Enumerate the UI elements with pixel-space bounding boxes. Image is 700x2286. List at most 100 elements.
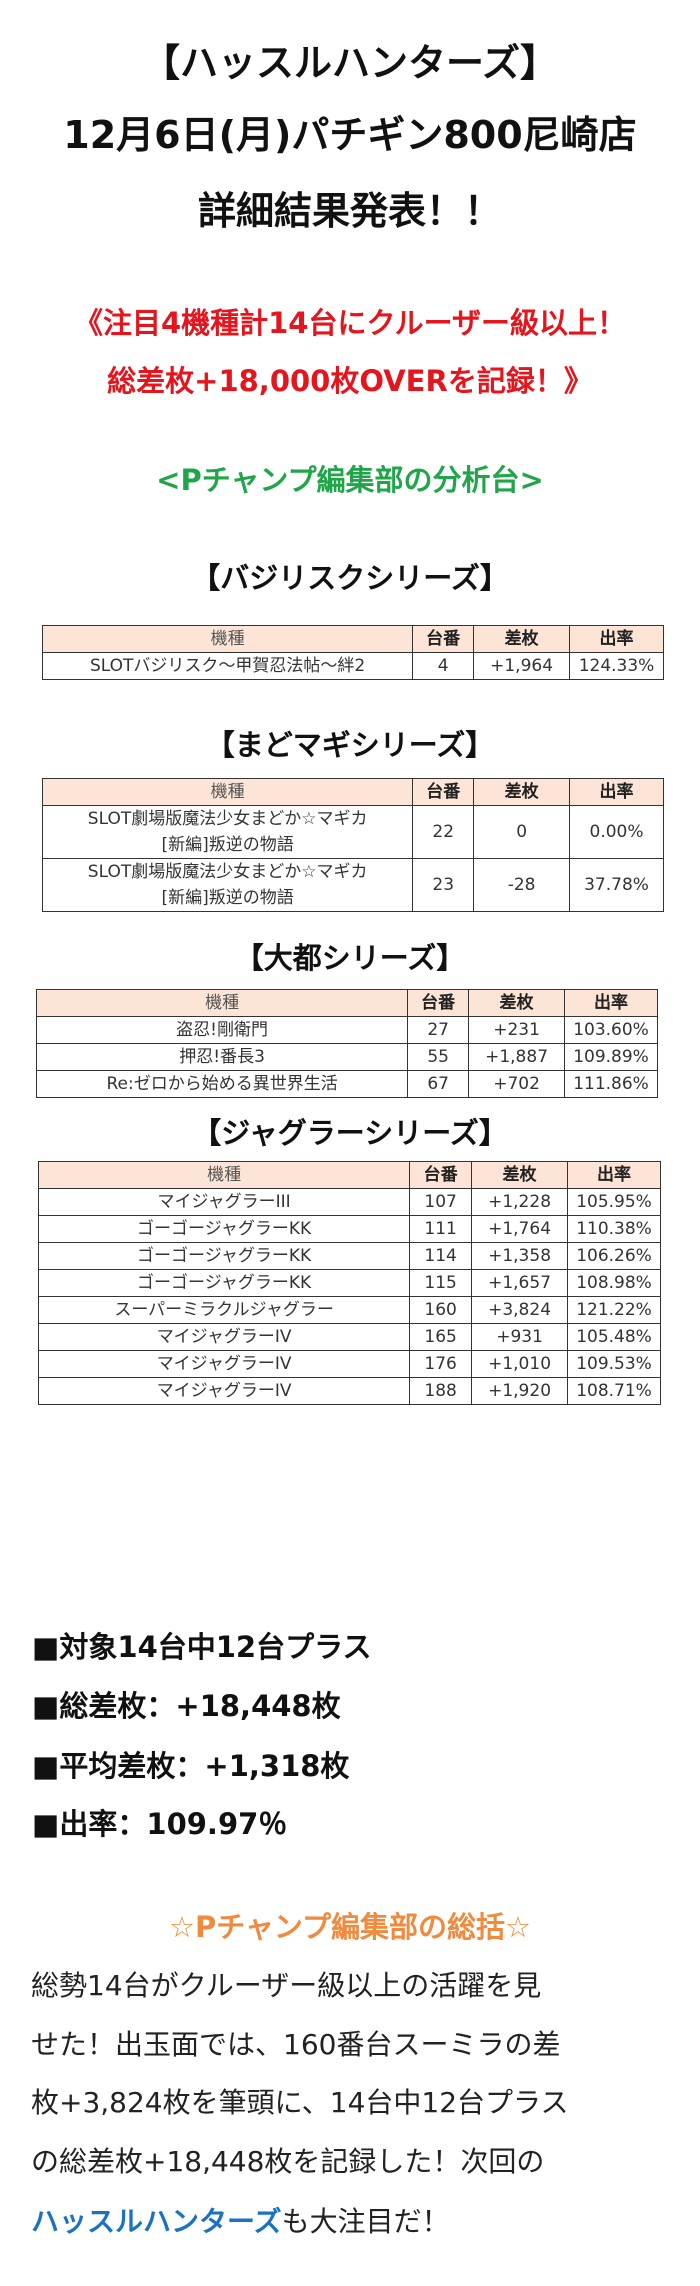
cell-rate: 121.22% xyxy=(567,1296,661,1324)
section-title-juggler: 【ジャグラーシリーズ】 xyxy=(192,1116,508,1150)
cell-number: 111 xyxy=(409,1215,473,1243)
title-line-1: 【ハッスルハンターズ】 xyxy=(141,41,559,85)
subheading: <Pチャンプ編集部の分析台> xyxy=(156,463,544,497)
cell-number: 160 xyxy=(409,1296,473,1324)
cell-rate: 109.89% xyxy=(564,1043,658,1071)
col-machine: 機種 xyxy=(37,1161,411,1189)
col-machine: 機種 xyxy=(35,989,409,1017)
table-madomagi: 機種 台番 差枚 出率 SLOT劇場版魔法少女まどか☆マギカ [新編]叛逆の物語 … xyxy=(41,778,664,912)
cell-diff: +231 xyxy=(468,1016,566,1044)
table-header: 機種 台番 差枚 出率 xyxy=(41,778,664,806)
cell-diff: +1,657 xyxy=(471,1269,569,1297)
col-rate: 出率 xyxy=(567,1161,661,1189)
table-row: スーパーミラクルジャグラー 160 +3,824 121.22% xyxy=(37,1296,661,1324)
cell-machine: SLOT劇場版魔法少女まどか☆マギカ [新編]叛逆の物語 xyxy=(41,858,414,912)
table-row: 盗忍!剛衛門 27 +231 103.60% xyxy=(35,1016,658,1044)
cell-diff: +1,920 xyxy=(471,1377,569,1405)
col-diff: 差枚 xyxy=(473,778,571,806)
cell-machine: マイジャグラーIV xyxy=(37,1323,411,1351)
cell-machine: 盗忍!剛衛門 xyxy=(35,1016,409,1044)
machine-line-2: [新編]叛逆の物語 xyxy=(161,835,294,855)
cell-machine: ゴーゴージャグラーKK xyxy=(37,1215,411,1243)
table-row: マイジャグラーIV 176 +1,010 109.53% xyxy=(37,1350,661,1378)
cell-diff: +1,010 xyxy=(471,1350,569,1378)
table-row: マイジャグラーIV 165 +931 105.48% xyxy=(37,1323,661,1351)
summary-count: ■対象14台中12台プラス xyxy=(32,1630,372,1664)
cell-machine: マイジャグラーIV xyxy=(37,1350,411,1378)
table-row: ゴーゴージャグラーKK 111 +1,764 110.38% xyxy=(37,1215,661,1243)
cell-machine: マイジャグラーIII xyxy=(37,1188,411,1216)
cell-number: 27 xyxy=(407,1016,470,1044)
cell-rate: 0.00% xyxy=(569,805,664,859)
summary-average-diff: ■平均差枚：+1,318枚 xyxy=(32,1749,350,1783)
cell-number: 67 xyxy=(407,1070,470,1098)
cell-machine: マイジャグラーIV xyxy=(37,1377,411,1405)
table-row: ゴーゴージャグラーKK 115 +1,657 108.98% xyxy=(37,1269,661,1297)
cell-machine: 押忍!番長3 xyxy=(35,1043,409,1071)
section-title-daito: 【大都シリーズ】 xyxy=(234,941,466,975)
title-line-3: 詳細結果発表！！ xyxy=(197,189,502,233)
cell-diff: 0 xyxy=(473,805,571,859)
review-line-1: 総勢14台がクルーザー級以上の活躍を見 xyxy=(31,1969,542,2002)
cell-rate: 124.33% xyxy=(569,652,664,680)
col-number: 台番 xyxy=(412,625,475,653)
summary-rate: ■出率：109.97％ xyxy=(32,1807,288,1841)
cell-number: 22 xyxy=(412,805,475,859)
col-diff: 差枚 xyxy=(473,625,571,653)
table-row: SLOT劇場版魔法少女まどか☆マギカ [新編]叛逆の物語 23 -28 37.78… xyxy=(41,858,664,912)
cell-machine: スーパーミラクルジャグラー xyxy=(37,1296,411,1324)
table-row: マイジャグラーIV 188 +1,920 108.71% xyxy=(37,1377,661,1405)
cell-machine: ゴーゴージャグラーKK xyxy=(37,1242,411,1270)
col-diff: 差枚 xyxy=(471,1161,569,1189)
cell-diff: +702 xyxy=(468,1070,566,1098)
cell-rate: 103.60% xyxy=(564,1016,658,1044)
cell-rate: 105.95% xyxy=(567,1188,661,1216)
cell-diff: +1,887 xyxy=(468,1043,566,1071)
cell-diff: +1,764 xyxy=(471,1215,569,1243)
cell-diff: +1,964 xyxy=(473,652,571,680)
cell-diff: +1,358 xyxy=(471,1242,569,1270)
section-title-basilisk: 【バジリスクシリーズ】 xyxy=(191,561,509,595)
cell-machine: Re:ゼロから始める異世界生活 xyxy=(35,1070,409,1098)
col-rate: 出率 xyxy=(564,989,658,1017)
table-row: 押忍!番長3 55 +1,887 109.89% xyxy=(35,1043,658,1071)
cell-diff: +931 xyxy=(471,1323,569,1351)
cell-machine: SLOTバジリスク～甲賀忍法帖～絆2 xyxy=(41,652,414,680)
cell-number: 4 xyxy=(412,652,475,680)
col-diff: 差枚 xyxy=(468,989,566,1017)
table-row: Re:ゼロから始める異世界生活 67 +702 111.86% xyxy=(35,1070,658,1098)
title-line-2: 12月6日(月)パチギン800尼崎店 xyxy=(63,113,637,157)
cell-rate: 37.78% xyxy=(569,858,664,912)
table-row: ゴーゴージャグラーKK 114 +1,358 106.26% xyxy=(37,1242,661,1270)
cell-rate: 106.26% xyxy=(567,1242,661,1270)
table-basilisk: 機種 台番 差枚 出率 SLOTバジリスク～甲賀忍法帖～絆2 4 +1,964 … xyxy=(41,625,664,680)
cell-machine: SLOT劇場版魔法少女まどか☆マギカ [新編]叛逆の物語 xyxy=(41,805,414,859)
table-row: マイジャグラーIII 107 +1,228 105.95% xyxy=(37,1188,661,1216)
table-header: 機種 台番 差枚 出率 xyxy=(41,625,664,653)
table-header: 機種 台番 差枚 出率 xyxy=(35,989,658,1017)
cell-number: 23 xyxy=(412,858,475,912)
summary-total-diff: ■総差枚：+18,448枚 xyxy=(32,1689,341,1723)
machine-line-2: [新編]叛逆の物語 xyxy=(161,888,294,908)
review-line-2: せた！出玉面では、160番台スーミラの差 xyxy=(31,2028,561,2061)
cell-diff: +1,228 xyxy=(471,1188,569,1216)
table-row: SLOTバジリスク～甲賀忍法帖～絆2 4 +1,964 124.33% xyxy=(41,652,664,680)
cell-rate: 111.86% xyxy=(564,1070,658,1098)
section-title-madomagi: 【まどマギシリーズ】 xyxy=(205,728,495,762)
cell-number: 107 xyxy=(409,1188,473,1216)
headline-line-2: 総差枚+18,000枚OVERを記録！》 xyxy=(107,364,593,398)
cell-number: 115 xyxy=(409,1269,473,1297)
col-machine: 機種 xyxy=(41,625,414,653)
table-juggler: 機種 台番 差枚 出率 マイジャグラーIII 107 +1,228 105.95% ゴー… xyxy=(37,1161,661,1405)
review-line-5-rest: も大注目だ！ xyxy=(281,2205,450,2238)
cell-rate: 109.53% xyxy=(567,1350,661,1378)
cell-diff: -28 xyxy=(473,858,571,912)
cell-number: 55 xyxy=(407,1043,470,1071)
col-number: 台番 xyxy=(407,989,470,1017)
review-heading: ☆Pチャンプ編集部の総括☆ xyxy=(168,1910,532,1944)
review-line-3: 枚+3,824枚を筆頭に、14台中12台プラス xyxy=(31,2086,569,2119)
col-rate: 出率 xyxy=(569,625,664,653)
cell-number: 176 xyxy=(409,1350,473,1378)
headline-line-1: 《注目4機種計14台にクルーザー級以上！ xyxy=(73,306,627,340)
cell-number: 114 xyxy=(409,1242,473,1270)
